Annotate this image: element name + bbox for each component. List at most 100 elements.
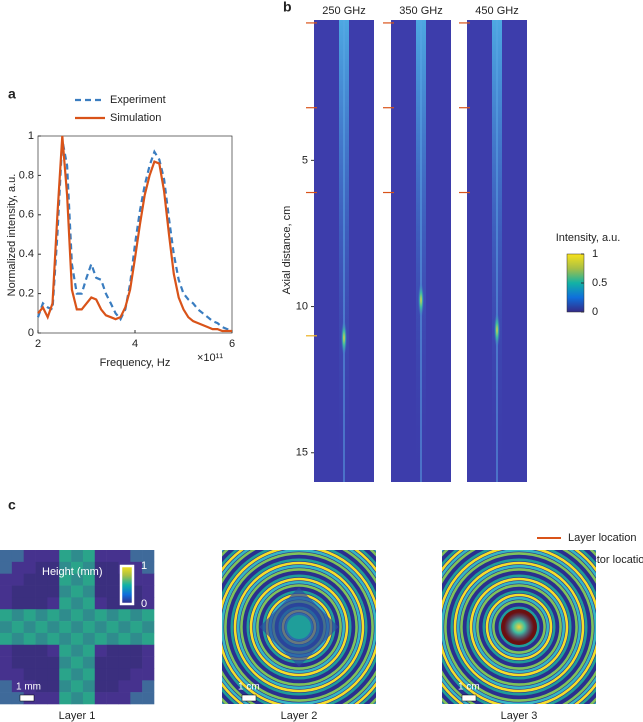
height-pixel (130, 656, 143, 669)
height-pixel (94, 632, 107, 646)
ring (246, 574, 352, 680)
height-pixel (130, 668, 143, 681)
height-pixel (59, 644, 72, 657)
ring (249, 577, 349, 677)
height-pixel (11, 597, 24, 610)
height-pixel (0, 644, 13, 657)
height-pixel (106, 621, 119, 634)
height-pixel (142, 644, 155, 657)
height-pixel (35, 668, 48, 681)
ring (472, 580, 566, 674)
height-pixel (130, 550, 143, 563)
phase-pattern (442, 550, 596, 704)
beam-core (343, 20, 345, 482)
height-pixel (82, 680, 96, 693)
height-pixel (35, 632, 48, 646)
height-pixel (142, 632, 155, 646)
height-pixel (47, 692, 60, 705)
height-pixel (142, 597, 155, 610)
height-pixel (47, 609, 60, 622)
height-pixel (11, 561, 24, 574)
beam-core (496, 20, 498, 482)
height-pixel (71, 597, 84, 610)
ring (233, 561, 365, 693)
height-pixel (23, 680, 36, 693)
image-label: Layer 1 (59, 710, 96, 722)
height-pixel (118, 621, 131, 634)
colorbar-label: Intensity, a.u. (556, 232, 621, 244)
height-pixel (82, 561, 96, 574)
height-pixel (35, 644, 48, 657)
ring (227, 555, 371, 699)
scale-bar (241, 694, 257, 702)
scale-bar (19, 694, 35, 702)
height-pixel (82, 621, 96, 634)
height-pixel (59, 656, 72, 669)
panel-label: a (8, 86, 16, 102)
scale-label: 1 cm (238, 682, 260, 693)
height-pixel (82, 573, 96, 586)
height-pixel (59, 585, 72, 598)
height-pixel (106, 585, 119, 598)
center (504, 612, 534, 642)
height-pixel (59, 550, 72, 563)
height-pixel (130, 621, 143, 634)
height-pixel (23, 656, 36, 669)
height-pixel (59, 609, 72, 622)
height-pixel (106, 550, 119, 563)
height-pixel (23, 632, 36, 646)
height-pixel (94, 585, 107, 598)
focus-spot (494, 312, 500, 348)
legend-label: Layer location (568, 532, 637, 544)
height-pixel (47, 621, 60, 634)
height-pixel (118, 680, 131, 693)
height-pixel (130, 692, 143, 705)
height-pixel (0, 621, 13, 634)
height-pixel (82, 550, 96, 563)
scale-label: 1 mm (16, 682, 41, 693)
x-axis-label: Frequency, Hz (100, 357, 171, 369)
height-pixel (11, 656, 24, 669)
ring (469, 577, 569, 677)
height-pixel (23, 668, 36, 681)
height-pixel (0, 668, 13, 681)
y-tick-label: 0.6 (19, 209, 34, 221)
height-pixel (71, 680, 84, 693)
height-pixel (59, 632, 72, 646)
height-pixel (71, 692, 84, 705)
y-tick-label: 0.4 (19, 248, 34, 260)
focus-spot (341, 320, 347, 356)
legend-label: Simulation (110, 112, 161, 124)
ring (479, 587, 559, 667)
line-series (37, 135, 232, 333)
ring (447, 555, 591, 699)
height-pixel (82, 597, 96, 610)
height-pixel (142, 573, 155, 586)
height-pixel (142, 550, 155, 563)
height-pixel (47, 632, 60, 646)
ring (252, 580, 346, 674)
height-pixel (47, 668, 60, 681)
y-tick-label: 0.2 (19, 288, 34, 300)
height-pixel (23, 573, 36, 586)
height-pixel (142, 692, 155, 705)
height-pixel (106, 644, 119, 657)
height-pixel (71, 573, 84, 586)
height-pixel (71, 656, 84, 669)
column-title: 450 GHz (475, 5, 518, 17)
height-pixel (11, 668, 24, 681)
height-pixel (94, 668, 107, 681)
height-pixel (94, 680, 107, 693)
y-tick-label: 0 (28, 327, 34, 339)
height-pixel (94, 550, 107, 563)
height-pixel (130, 680, 143, 693)
ring (240, 568, 358, 686)
y-tick-label: 5 (302, 154, 308, 166)
panel-label: b (283, 0, 292, 15)
height-pixel (23, 644, 36, 657)
ring (256, 584, 342, 670)
height-pixel (23, 621, 36, 634)
height-pixel (82, 668, 96, 681)
height-pixel (82, 644, 96, 657)
